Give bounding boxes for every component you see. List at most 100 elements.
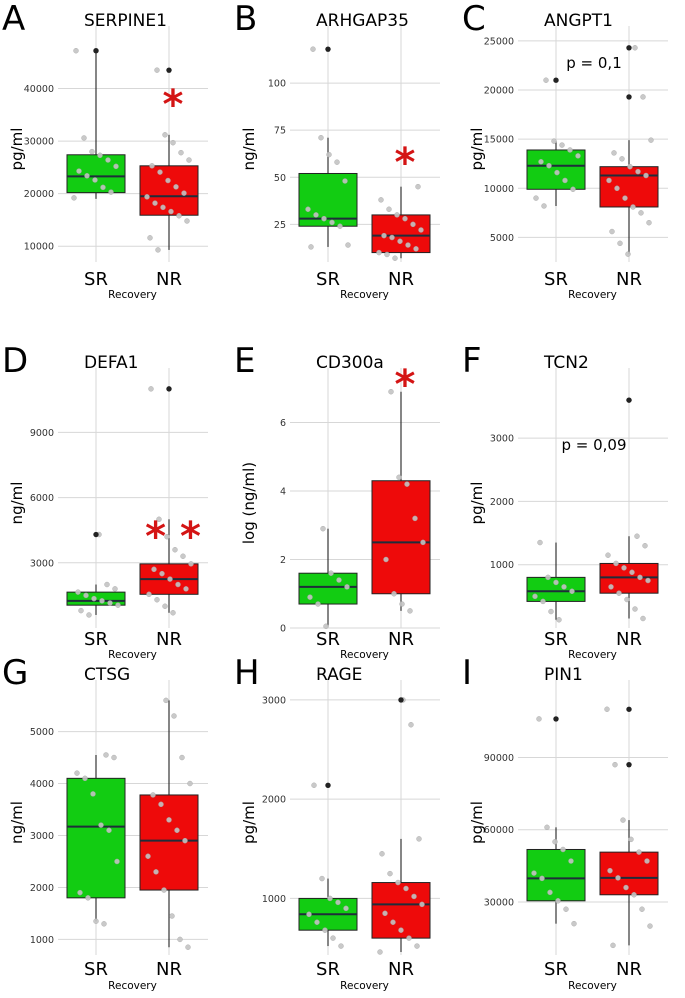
data-point: [402, 215, 408, 222]
data-point: [336, 577, 342, 583]
x-tick-sr: SR: [84, 959, 108, 980]
data-point: [559, 142, 565, 148]
data-point: [170, 139, 176, 146]
outlier-point: [325, 46, 331, 52]
data-point: [575, 153, 581, 159]
data-point: [640, 615, 646, 622]
x-tick-sr: SR: [544, 269, 568, 290]
y-tick-label: 60000: [484, 825, 514, 836]
panel-title: ARHGAP35: [316, 11, 409, 31]
data-point: [113, 163, 119, 170]
x-axis-label: Recovery: [340, 289, 389, 301]
panel-title: TCN2: [543, 353, 589, 373]
y-tick-label: 2000: [30, 883, 54, 894]
data-point: [389, 234, 395, 241]
data-point: [343, 905, 349, 912]
data-point: [162, 603, 168, 610]
data-point: [563, 906, 569, 912]
data-point: [410, 221, 416, 228]
x-tick-nr: NR: [156, 959, 182, 980]
p-value-annotation: p = 0,09: [561, 436, 626, 454]
data-point: [548, 608, 554, 615]
data-point: [306, 911, 312, 918]
y-tick-label: 20000: [24, 189, 54, 200]
data-point: [111, 754, 117, 761]
data-point: [169, 913, 175, 919]
data-point: [531, 870, 537, 876]
data-point: [100, 184, 106, 191]
data-point: [547, 889, 553, 896]
data-point: [151, 566, 157, 573]
data-point: [305, 206, 311, 213]
data-point: [536, 716, 542, 722]
y-axis-label: ng/ml: [8, 482, 26, 525]
y-tick-label: 30000: [24, 137, 54, 148]
data-point: [608, 584, 614, 590]
data-point: [609, 228, 615, 235]
data-point: [545, 574, 551, 581]
data-point: [414, 943, 420, 949]
data-point: [538, 159, 544, 165]
data-point: [156, 516, 162, 523]
data-point: [179, 754, 185, 761]
data-point: [552, 839, 558, 845]
data-point: [326, 151, 332, 158]
y-tick-label: 1000: [262, 894, 286, 905]
x-tick-sr: SR: [84, 629, 108, 650]
y-tick-label: 40000: [24, 84, 54, 95]
data-point: [152, 200, 158, 206]
data-point: [187, 780, 193, 787]
data-point: [313, 212, 319, 218]
outlier-point: [626, 45, 632, 51]
panel-letter: D: [2, 341, 28, 381]
x-axis-label: Recovery: [568, 649, 617, 661]
data-point: [320, 525, 326, 532]
data-point: [154, 67, 160, 73]
data-point: [148, 386, 154, 392]
x-axis-label: Recovery: [340, 980, 389, 992]
data-point: [344, 584, 350, 590]
data-point: [162, 132, 168, 138]
data-point: [384, 251, 390, 258]
data-point: [611, 150, 617, 156]
box-nr: [371, 214, 431, 254]
data-point: [634, 533, 640, 539]
y-tick-label: 20000: [484, 86, 514, 97]
y-tick-label: 1000: [490, 560, 514, 571]
data-point: [387, 870, 393, 877]
data-point: [153, 869, 159, 875]
x-axis-label: Recovery: [340, 649, 389, 661]
data-point: [556, 617, 562, 623]
data-point: [155, 247, 161, 253]
panel-title: DEFA1: [84, 353, 139, 373]
data-point: [621, 565, 627, 571]
y-tick-label: 3000: [30, 831, 54, 842]
outlier-point: [553, 716, 559, 722]
data-point: [184, 218, 190, 224]
data-point: [86, 612, 92, 618]
data-point: [166, 817, 172, 823]
data-point: [157, 169, 163, 175]
data-point: [570, 186, 576, 193]
outlier-point: [626, 706, 632, 712]
x-axis-label: Recovery: [568, 289, 617, 301]
data-point: [171, 713, 177, 719]
data-point: [159, 570, 165, 577]
x-tick-nr: NR: [616, 269, 642, 290]
x-axis-label: Recovery: [568, 980, 617, 992]
data-point: [82, 775, 88, 782]
data-point: [154, 596, 160, 603]
outlier-point: [166, 67, 172, 73]
y-axis-label: pg/ml: [468, 128, 486, 171]
data-point: [177, 936, 183, 943]
data-point: [90, 791, 96, 797]
data-point: [307, 594, 313, 600]
data-point: [163, 697, 169, 704]
data-point: [416, 836, 422, 842]
data-point: [104, 581, 110, 588]
data-point: [412, 515, 418, 522]
data-point: [146, 591, 152, 598]
data-point: [106, 827, 112, 834]
